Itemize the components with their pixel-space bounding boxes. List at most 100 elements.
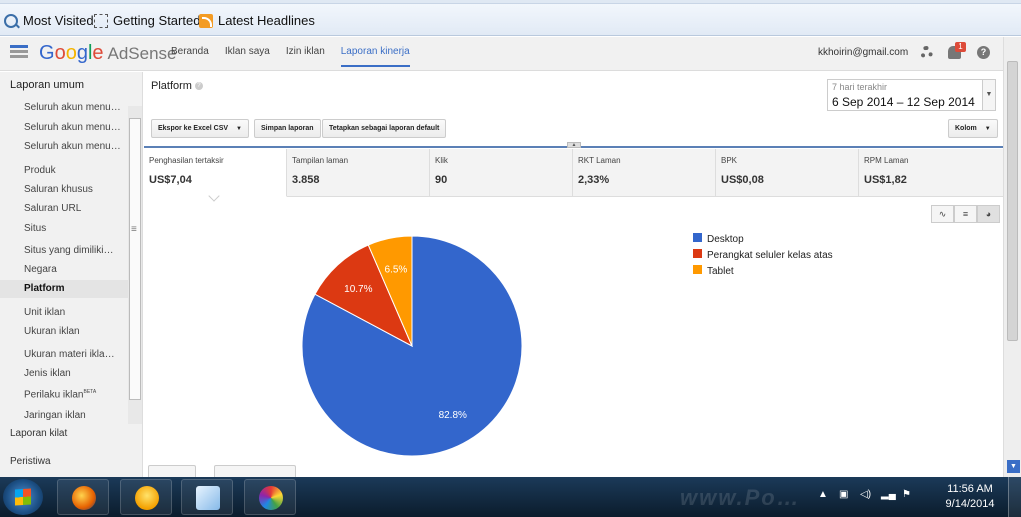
chevron-down-icon[interactable]: ▼ (236, 126, 242, 132)
date-range-value: 6 Sep 2014 – 12 Sep 2014 (832, 95, 975, 109)
sidebar-item-situs[interactable]: Situs (24, 223, 47, 234)
sidebar-item-platform[interactable]: Platform (0, 280, 128, 298)
taskbar-firefox[interactable] (57, 479, 109, 515)
show-desktop-button[interactable] (1008, 477, 1021, 517)
pie-slice-label-1: 10.7% (344, 284, 372, 295)
page-scroll-thumb[interactable] (1007, 61, 1018, 341)
metric-label: Tampilan laman (292, 156, 349, 165)
gear-icon[interactable] (920, 46, 933, 59)
legend-swatch-2 (693, 265, 702, 274)
account-email[interactable]: kkhoirin@gmail.com (818, 47, 909, 58)
sidebar-item-negara[interactable]: Negara (24, 264, 57, 275)
report-title-text: Platform (151, 80, 192, 92)
date-range-label: 7 hari terakhir (832, 82, 888, 92)
scroll-down-icon[interactable]: ▼ (1007, 460, 1020, 473)
metric-card-klik[interactable]: Klik 90 (430, 149, 573, 197)
bookmark-label: Latest Headlines (218, 13, 315, 28)
set-default-report-button[interactable]: Tetapkan sebagai laporan default (322, 119, 447, 138)
pie-chart-icon[interactable]: ◕ (977, 205, 1000, 223)
metric-label: Klik (435, 156, 448, 165)
nav-iklan-saya[interactable]: Iklan saya (224, 46, 270, 57)
sidebar-item-jaringan-iklan[interactable]: Jaringan iklan (24, 410, 86, 421)
metric-card-bpk[interactable]: BPK US$0,08 (716, 149, 859, 197)
legend-label-0: Desktop (707, 234, 744, 245)
sidebar-item-jenis-iklan[interactable]: Jenis iklan (24, 368, 71, 379)
legend-label-1: Perangkat seluler kelas atas (707, 250, 833, 261)
help-icon[interactable]: ? (194, 82, 203, 91)
rss-icon (199, 13, 213, 28)
sidebar-item-saluran-khusus[interactable]: Saluran khusus (24, 184, 93, 195)
main-nav: Beranda Iklan saya Izin iklan Laporan ki… (171, 46, 410, 67)
yahoo-messenger-icon (135, 486, 159, 510)
sidebar-item-account-1[interactable]: Seluruh akun menu… (24, 102, 121, 113)
sidebar-link-peristiwa[interactable]: Peristiwa (10, 456, 51, 467)
columns-button[interactable]: Kolom ▼ (948, 119, 998, 138)
metric-card-rpm-laman[interactable]: RPM Laman US$1,82 (859, 149, 1002, 197)
taskbar-clock[interactable]: 11:56 AM 9/14/2014 (940, 482, 1000, 512)
sidebar-item-account-2[interactable]: Seluruh akun menu… (24, 122, 121, 133)
sidebar-item-situs-dimiliki[interactable]: Situs yang dimiliki… (24, 245, 114, 256)
metric-label: RKT Laman (578, 156, 621, 165)
start-button-icon[interactable] (3, 479, 43, 515)
adsense-logo[interactable]: Google AdSense (39, 42, 177, 65)
scroll-up-icon[interactable] (1007, 41, 1018, 52)
volume-icon[interactable]: ◁) (860, 489, 872, 500)
bookmark-latest-headlines[interactable]: Latest Headlines (199, 13, 315, 28)
sidebar-item-ukuran-iklan[interactable]: Ukuran iklan (24, 326, 80, 337)
taskbar-notes[interactable] (181, 479, 233, 515)
legend-label-2: Tablet (707, 266, 734, 277)
chevron-down-icon[interactable]: ▼ (982, 80, 995, 110)
bookmark-getting-started[interactable]: Getting Started (94, 13, 200, 28)
table-icon[interactable]: ≡ (954, 205, 977, 223)
nav-laporan-kinerja[interactable]: Laporan kinerja (340, 46, 410, 67)
clock-date: 9/14/2014 (945, 498, 995, 510)
metric-value: 2,33% (578, 174, 610, 186)
sidebar-item-account-3[interactable]: Seluruh akun menu… (24, 141, 121, 152)
sidebar-item-saluran-url[interactable]: Saluran URL (24, 203, 82, 214)
sidebar-item-produk[interactable]: Produk (24, 165, 56, 176)
apps-menu-icon[interactable] (10, 45, 28, 59)
sidebar-scrollbar[interactable] (128, 106, 142, 424)
sidebar-scroll-thumb[interactable] (129, 118, 141, 400)
metric-label: Penghasilan tertaksir (149, 156, 224, 165)
metric-value: 3.858 (292, 174, 320, 186)
pie-chart: 82.8% 10.7% 6.5% Desktop Perangkat seluler k… (301, 233, 833, 457)
nav-izin-iklan[interactable]: Izin iklan (285, 46, 325, 57)
metric-card-penghasilan[interactable]: Penghasilan tertaksir US$7,04 (144, 149, 287, 197)
save-report-button[interactable]: Simpan laporan (254, 119, 321, 138)
page-scrollbar[interactable]: ▼ (1003, 37, 1021, 477)
pie-slice-2[interactable] (367, 235, 413, 347)
sidebar-title[interactable]: Laporan umum (10, 79, 84, 91)
taskbar-yahoo-messenger[interactable] (120, 479, 172, 515)
metric-card-tampilan-laman[interactable]: Tampilan laman 3.858 (287, 149, 430, 197)
pie-slice-1[interactable] (314, 244, 414, 348)
metric-value: US$7,04 (149, 174, 192, 186)
bottom-tab-1[interactable] (148, 465, 196, 477)
bookmark-most-visited[interactable]: Most Visited (4, 13, 94, 28)
metric-card-rkt-laman[interactable]: RKT Laman 2,33% (573, 149, 716, 197)
chevron-down-icon: ▼ (984, 126, 991, 132)
sidebar-item-ukuran-materi[interactable]: Ukuran materi ikla… (24, 349, 115, 360)
legend-swatch-0 (693, 233, 702, 242)
metric-value: US$0,08 (721, 174, 764, 186)
nav-beranda[interactable]: Beranda (171, 46, 209, 57)
report-main: Platform? 7 hari terakhir 6 Sep 2014 – 1… (144, 72, 1003, 477)
beta-badge: BETA (83, 389, 97, 395)
taskbar-paint[interactable] (244, 479, 296, 515)
bookmarks-toolbar: Most Visited Getting Started Latest Head… (0, 0, 1021, 36)
tab-strip-edge (0, 0, 1021, 4)
bottom-tab-2[interactable] (214, 465, 296, 477)
sidebar-link-laporan-kilat[interactable]: Laporan kilat (10, 428, 68, 439)
tray-expand-icon[interactable]: ▲ (818, 489, 828, 500)
sidebar-item-unit-iklan[interactable]: Unit iklan (24, 307, 66, 318)
help-icon[interactable]: ? (977, 46, 990, 59)
network-icon[interactable]: ▣ (839, 489, 849, 500)
notes-icon (196, 486, 220, 510)
line-chart-icon[interactable]: ∿ (931, 205, 954, 223)
collapse-toggle-icon[interactable]: ▲ (567, 142, 581, 148)
action-center-icon[interactable]: ⚑ (902, 489, 911, 500)
sidebar-item-perilaku-iklan[interactable]: Perilaku iklanBETA (24, 389, 96, 400)
signal-icon[interactable]: ▂▄ (881, 489, 896, 500)
date-range-picker[interactable]: 7 hari terakhir 6 Sep 2014 – 12 Sep 2014… (827, 79, 996, 111)
export-button[interactable]: Ekspor ke Excel CSV ▼ (151, 119, 249, 138)
